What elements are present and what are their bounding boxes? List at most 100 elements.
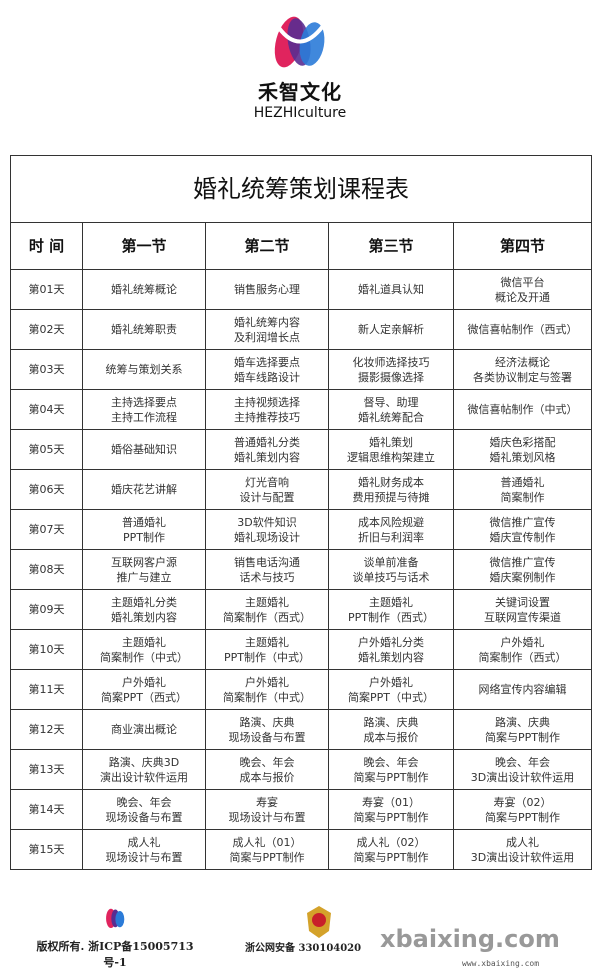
lesson-cell: 经济法概论 各类协议制定与签署 (452, 349, 593, 390)
lesson-cell: 婚礼策划 逻辑思维构架建立 (328, 429, 454, 470)
table-header-row: 时 间第一节 第二节 第三节 第四节 (10, 222, 593, 270)
lesson-cell: 成人礼（02） 简案与PPT制作 (328, 829, 454, 870)
small-brand-logo-icon (106, 908, 125, 929)
day-cell: 第01天 (10, 269, 83, 310)
lesson-cell: 督导、助理 婚礼统筹配合 (328, 389, 454, 430)
table-row: 第08天 互联网客户源 推广与建立 销售电话沟通 话术与技巧 谈单前准备 谈单技巧与话… (10, 549, 593, 590)
table-row: 第05天 婚俗基础知识 普通婚礼分类 婚礼策划内容 婚礼策划 逻辑思维构架建立 婚庆色彩… (10, 429, 593, 470)
watermark: xbaixing.com (380, 925, 560, 953)
lesson-cell: 户外婚礼分类 婚礼策划内容 (328, 629, 454, 670)
lesson-cell: 微信推广宣传 婚庆宣传制作 (452, 509, 593, 550)
lesson-cell: 普通婚礼分类 婚礼策划内容 (205, 429, 329, 470)
lesson-cell: 化妆师选择技巧 摄影摄像选择 (328, 349, 454, 390)
table-row: 第15天 成人礼 现场设计与布置 成人礼（01） 简案与PPT制作 成人礼（02） 简… (10, 829, 593, 870)
lesson-cell: 寿宴（02） 简案与PPT制作 (452, 789, 593, 830)
column-header: 时 间 (10, 222, 83, 270)
lesson-cell: 网络宣传内容编辑 (452, 669, 593, 710)
lesson-cell: 微信平台 概论及开通 (452, 269, 593, 310)
watermark-url: www.xbaixing.com (462, 959, 540, 968)
lesson-cell: 婚礼道具认知 (328, 269, 454, 310)
day-cell: 第14天 (10, 789, 83, 830)
course-schedule-table: 婚礼统筹策划课程表 时 间第一节 第二节 第三节 第四节 第01天 婚礼统筹概论 销售服务… (9, 155, 593, 870)
table-row: 第10天 主题婚礼 简案制作（中式） 主题婚礼 PPT制作（中式） 户外婚礼分类 婚礼… (10, 629, 593, 670)
day-cell: 第05天 (10, 429, 83, 470)
lesson-cell: 普通婚礼 PPT制作 (82, 509, 206, 550)
lesson-cell: 3D软件知识 婚礼现场设计 (205, 509, 329, 550)
brand-name-cn: 禾智文化 (258, 80, 342, 104)
lesson-cell: 销售服务心理 (205, 269, 329, 310)
table-row: 第14天 晚会、年会 现场设备与布置 寿宴 现场设计与布置 寿宴（01） 简案与PPT… (10, 789, 593, 830)
table-row: 第07天 普通婚礼 PPT制作 3D软件知识 婚礼现场设计 成本风险规避 折旧与利润率… (10, 509, 593, 550)
day-cell: 第02天 (10, 309, 83, 350)
lesson-cell: 寿宴（01） 简案与PPT制作 (328, 789, 454, 830)
lesson-cell: 主题婚礼 简案制作（中式） (82, 629, 206, 670)
copyright-text: 版权所有. 浙ICP备15005713号-1 (36, 940, 194, 969)
lesson-cell: 普通婚礼 简案制作 (452, 469, 593, 510)
day-cell: 第08天 (10, 549, 83, 590)
lesson-cell: 主题婚礼 简案制作（西式） (205, 589, 329, 630)
table-row: 第11天 户外婚礼 简案PPT（西式） 户外婚礼 简案制作（中式） 户外婚礼 简案PP… (10, 669, 593, 710)
lesson-cell: 主题婚礼分类 婚礼策划内容 (82, 589, 206, 630)
lesson-cell: 路演、庆典 现场设备与布置 (205, 709, 329, 750)
lesson-cell: 晚会、年会 简案与PPT制作 (328, 749, 454, 790)
lesson-cell: 销售电话沟通 话术与技巧 (205, 549, 329, 590)
police-badge-icon (307, 906, 331, 938)
day-cell: 第06天 (10, 469, 83, 510)
table-row: 第13天 路演、庆典3D 演出设计软件运用 晚会、年会 成本与报价 晚会、年会 简案与… (10, 749, 593, 790)
lesson-cell: 新人定亲解析 (328, 309, 454, 350)
brand-logo-icon (274, 16, 325, 68)
police-record-text: 浙公网安备 330104020 (245, 943, 362, 954)
lesson-cell: 成人礼 3D演出设计软件运用 (452, 829, 593, 870)
footer-police-block: 浙公网安备 330104020 (245, 905, 370, 954)
table-row: 第03天 统筹与策划关系 婚车选择要点 婚车线路设计 化妆师选择技巧 摄影摄像选择 经济… (10, 349, 593, 390)
lesson-cell: 成本风险规避 折旧与利润率 (328, 509, 454, 550)
table-row: 第12天 商业演出概论 路演、庆典 现场设备与布置 路演、庆典 成本与报价 路演、庆典 … (10, 709, 593, 750)
table-row: 第06天 婚庆花艺讲解 灯光音响 设计与配置 婚礼财务成本 费用预提与待摊 普通婚礼 简… (10, 469, 593, 510)
lesson-cell: 互联网客户源 推广与建立 (82, 549, 206, 590)
column-header: 第一节 (82, 222, 206, 270)
lesson-cell: 户外婚礼 简案制作（西式） (452, 629, 593, 670)
lesson-cell: 婚礼统筹概论 (82, 269, 206, 310)
lesson-cell: 路演、庆典 成本与报价 (328, 709, 454, 750)
table-row: 第09天 主题婚礼分类 婚礼策划内容 主题婚礼 简案制作（西式） 主题婚礼 PPT制作… (10, 589, 593, 630)
lesson-cell: 婚庆色彩搭配 婚礼策划风格 (452, 429, 593, 470)
day-cell: 第10天 (10, 629, 83, 670)
lesson-cell: 主题婚礼 PPT制作（中式） (205, 629, 329, 670)
lesson-cell: 婚庆花艺讲解 (82, 469, 206, 510)
lesson-cell: 户外婚礼 简案PPT（西式） (82, 669, 206, 710)
lesson-cell: 婚车选择要点 婚车线路设计 (205, 349, 329, 390)
lesson-cell: 成人礼 现场设计与布置 (82, 829, 206, 870)
lesson-cell: 关键词设置 互联网宣传渠道 (452, 589, 593, 630)
day-cell: 第11天 (10, 669, 83, 710)
table-title: 婚礼统筹策划课程表 (9, 155, 593, 223)
column-header: 第三节 (328, 222, 454, 270)
lesson-cell: 寿宴 现场设计与布置 (205, 789, 329, 830)
lesson-cell: 商业演出概论 (82, 709, 206, 750)
lesson-cell: 路演、庆典 简案与PPT制作 (452, 709, 593, 750)
lesson-cell: 婚礼统筹内容 及利润增长点 (205, 309, 329, 350)
lesson-cell: 微信推广宣传 婚庆案例制作 (452, 549, 593, 590)
lesson-cell: 主持选择要点 主持工作流程 (82, 389, 206, 430)
footer-copyright-block: 版权所有. 浙ICP备15005713号-1 (35, 905, 195, 970)
day-cell: 第03天 (10, 349, 83, 390)
column-header: 第二节 (205, 222, 329, 270)
lesson-cell: 婚礼统筹职责 (82, 309, 206, 350)
day-cell: 第12天 (10, 709, 83, 750)
table-row: 第01天 婚礼统筹概论 销售服务心理 婚礼道具认知 微信平台 概论及开通 (10, 269, 593, 310)
lesson-cell: 统筹与策划关系 (82, 349, 206, 390)
lesson-cell: 晚会、年会 3D演出设计软件运用 (452, 749, 593, 790)
day-cell: 第15天 (10, 829, 83, 870)
lesson-cell: 主题婚礼 PPT制作（西式） (328, 589, 454, 630)
table-row: 第04天 主持选择要点 主持工作流程 主持视频选择 主持推荐技巧 督导、助理 婚礼统筹… (10, 389, 593, 430)
lesson-cell: 婚礼财务成本 费用预提与待摊 (328, 469, 454, 510)
lesson-cell: 晚会、年会 现场设备与布置 (82, 789, 206, 830)
lesson-cell: 灯光音响 设计与配置 (205, 469, 329, 510)
brand-logo: 禾智文化 HEZHIculture (0, 8, 600, 121)
day-cell: 第07天 (10, 509, 83, 550)
day-cell: 第13天 (10, 749, 83, 790)
lesson-cell: 谈单前准备 谈单技巧与话术 (328, 549, 454, 590)
lesson-cell: 微信喜帖制作（西式） (452, 309, 593, 350)
lesson-cell: 主持视频选择 主持推荐技巧 (205, 389, 329, 430)
lesson-cell: 微信喜帖制作（中式） (452, 389, 593, 430)
lesson-cell: 晚会、年会 成本与报价 (205, 749, 329, 790)
